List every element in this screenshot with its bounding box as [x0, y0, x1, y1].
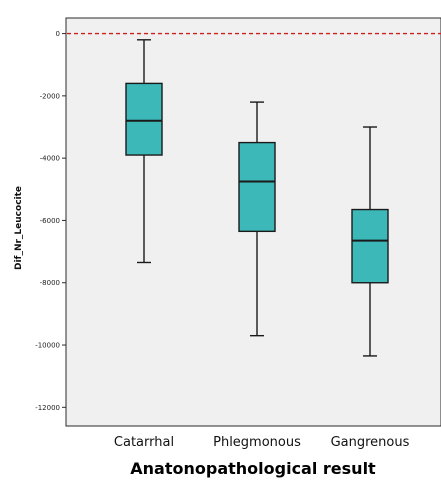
y-tick-label: -6000	[40, 217, 60, 225]
y-tick-label: -8000	[40, 279, 60, 287]
y-tick-label: -2000	[40, 92, 60, 100]
boxes-layer	[125, 39, 389, 357]
x-category-label: Phlegmonous	[213, 435, 301, 450]
y-axis-ticks: 0 -2000 -4000 -6000 -8000 -10000 -12000	[35, 30, 66, 412]
box-iqr	[125, 82, 163, 156]
box-gangrenous	[351, 126, 389, 357]
x-axis-category-labels: Catarrhal Phlegmonous Gangrenous	[114, 435, 410, 450]
box-iqr	[238, 141, 276, 233]
y-axis-title: Dif_Nr_Leucocite	[14, 186, 24, 270]
box-iqr	[351, 208, 389, 284]
x-category-label: Gangrenous	[331, 435, 410, 450]
box-phlegmonous	[238, 101, 276, 337]
y-tick-label: -12000	[35, 404, 60, 412]
y-tick-label: -4000	[40, 155, 60, 163]
x-category-label: Catarrhal	[114, 435, 174, 450]
x-axis-title: Anatonopathological result	[130, 459, 376, 478]
box-catarrhal	[125, 39, 163, 264]
y-tick-label: -10000	[35, 342, 60, 350]
y-tick-label: 0	[56, 30, 60, 38]
